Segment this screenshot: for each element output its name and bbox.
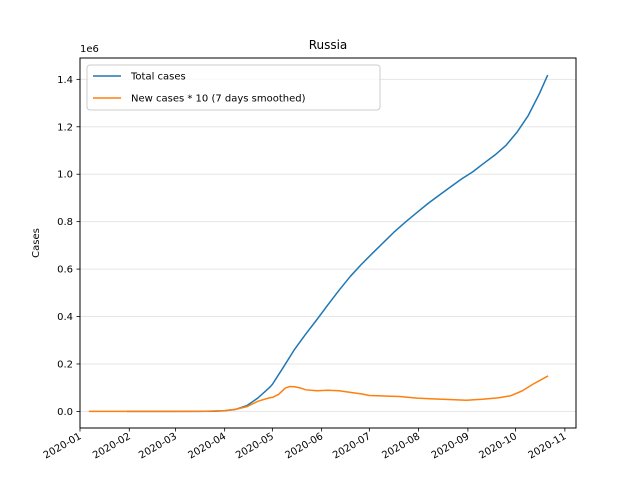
x-tick-label: 2020-09 <box>430 431 472 461</box>
x-tick-label: 2020-10 <box>477 431 519 461</box>
x-tick-label: 2020-01 <box>42 431 84 461</box>
plot-area-frame <box>79 57 577 429</box>
legend-label: Total cases <box>130 72 186 83</box>
x-axis: 2020-01 2020-02 2020-03 2020-04 2020-05 2020-… <box>42 428 569 461</box>
chart-title: Russia <box>309 38 348 52</box>
x-tick-label: 2020-11 <box>527 431 569 461</box>
y-tick-label: 0.4 <box>57 312 73 323</box>
y-offset-label: 1e6 <box>80 44 99 55</box>
x-tick-label: 2020-03 <box>137 431 179 461</box>
legend: Total cases New cases * 10 (7 days smooth… <box>86 64 381 111</box>
y-tick-label: 0.0 <box>57 407 73 418</box>
y-tick-label: 1.4 <box>57 75 73 86</box>
grid <box>80 78 576 412</box>
series-line-total-cases <box>126 74 549 413</box>
x-tick-label: 2020-06 <box>283 431 325 461</box>
x-tick-label: 2020-02 <box>91 431 133 461</box>
legend-label: New cases * 10 (7 days smoothed) <box>131 94 306 105</box>
x-tick-label: 2020-05 <box>234 431 276 461</box>
x-tick-label: 2020-07 <box>331 431 373 461</box>
y-tick-label: 1.2 <box>57 122 73 133</box>
y-tick-label: 0.6 <box>57 265 73 276</box>
series-line-new-cases <box>88 375 549 413</box>
x-tick-label: 2020-04 <box>186 431 228 461</box>
y-tick-label: 0.8 <box>57 217 73 228</box>
y-axis-label: Cases <box>31 228 42 258</box>
y-axis: 0.0 0.2 0.4 0.6 0.8 1.0 1.2 1.4 <box>57 75 80 418</box>
legend-box <box>86 64 381 111</box>
y-tick-label: 1.0 <box>57 170 73 181</box>
y-tick-label: 0.2 <box>57 359 73 370</box>
series-lines <box>88 74 549 413</box>
x-tick-label: 2020-08 <box>380 431 422 461</box>
